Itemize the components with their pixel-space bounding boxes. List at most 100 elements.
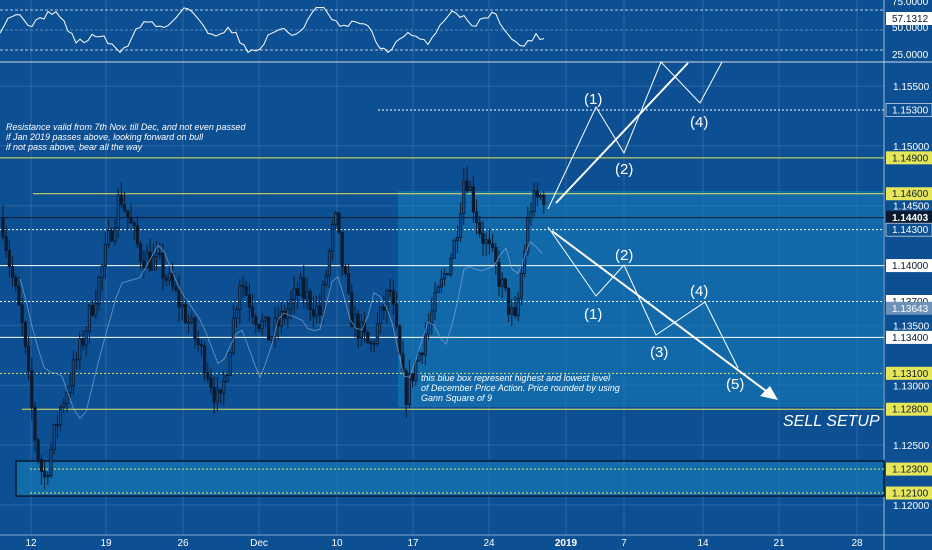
candle bbox=[414, 359, 418, 386]
candle bbox=[129, 204, 133, 224]
price-level-tag bbox=[886, 366, 932, 380]
candle bbox=[250, 293, 255, 325]
candle bbox=[36, 437, 40, 464]
price-level-label: 1.14600 bbox=[892, 189, 929, 200]
candle bbox=[260, 313, 264, 336]
candle bbox=[126, 210, 130, 231]
price-tick-label: 1.14500 bbox=[893, 202, 930, 213]
price-level-tag bbox=[886, 402, 932, 416]
candle bbox=[167, 265, 171, 286]
box-note-line-3: Gann Square of 9 bbox=[421, 393, 492, 403]
wave-down-label-3: (3) bbox=[650, 344, 668, 361]
candle bbox=[222, 371, 226, 407]
candle bbox=[87, 304, 91, 344]
bull-trend-arrow bbox=[555, 62, 689, 204]
price-tick-label: 1.12500 bbox=[893, 441, 930, 452]
candle bbox=[138, 241, 143, 270]
candle bbox=[506, 287, 511, 323]
candle bbox=[305, 277, 309, 310]
candle bbox=[516, 291, 520, 322]
candle bbox=[110, 227, 114, 243]
time-tick-label: Dec bbox=[250, 538, 268, 549]
candle bbox=[123, 191, 127, 213]
candle bbox=[180, 292, 184, 321]
time-tick-label: 17 bbox=[407, 538, 419, 549]
candle bbox=[43, 460, 47, 490]
candle bbox=[292, 276, 296, 314]
candle bbox=[154, 241, 159, 271]
candle bbox=[382, 295, 386, 321]
price-level-tag bbox=[886, 151, 932, 165]
candle bbox=[298, 272, 303, 297]
candle bbox=[209, 368, 213, 394]
price-level-tag bbox=[886, 486, 932, 500]
candle bbox=[542, 190, 546, 214]
candle bbox=[71, 350, 75, 395]
osc-current-value: 57.1312 bbox=[892, 14, 929, 25]
time-tick-label: 7 bbox=[621, 538, 627, 549]
candle bbox=[302, 265, 306, 309]
candle bbox=[81, 329, 85, 351]
candle bbox=[132, 220, 136, 240]
candle bbox=[206, 362, 210, 383]
candle bbox=[346, 263, 351, 296]
candle bbox=[442, 268, 447, 287]
candle bbox=[174, 280, 178, 293]
axis-pane-bg bbox=[884, 0, 932, 550]
candle bbox=[420, 351, 424, 364]
price-level-label: 1.14300 bbox=[892, 225, 929, 236]
candle bbox=[433, 282, 437, 320]
candle bbox=[510, 298, 514, 327]
time-tick-label: 12 bbox=[25, 538, 37, 549]
candle bbox=[228, 351, 232, 376]
wave-down-label-5: (5) bbox=[726, 376, 744, 393]
price-level-label: 1.13643 bbox=[892, 304, 929, 315]
price-level-tag bbox=[885, 222, 932, 237]
candle bbox=[539, 193, 543, 201]
candle bbox=[490, 233, 495, 252]
candle bbox=[330, 219, 335, 261]
box-note-line-2: of December Price Action. Price rounded … bbox=[421, 383, 620, 393]
candle bbox=[30, 357, 34, 421]
price-level-tag bbox=[886, 462, 932, 476]
candle bbox=[343, 263, 348, 277]
candle bbox=[196, 330, 200, 352]
bear-arrow-head bbox=[760, 386, 778, 400]
wave-projections bbox=[547, 61, 778, 400]
candle bbox=[458, 202, 463, 243]
candle bbox=[487, 228, 492, 255]
wave-down-label-2: (2) bbox=[615, 247, 633, 264]
price-tick-label: 1.13000 bbox=[893, 381, 930, 392]
candle bbox=[426, 313, 431, 340]
candle bbox=[75, 351, 79, 370]
candle bbox=[14, 273, 18, 292]
candle bbox=[391, 279, 396, 315]
resistance-note-line-3: if not pass above, bear all the way bbox=[6, 142, 143, 152]
wave-down-label-1: (1) bbox=[584, 306, 602, 323]
candle bbox=[407, 359, 412, 409]
osc-axis-label: 25.0000 bbox=[892, 50, 929, 61]
candle bbox=[91, 299, 95, 318]
candle bbox=[97, 275, 101, 311]
candle bbox=[446, 272, 450, 276]
price-tick-label: 1.15000 bbox=[893, 142, 930, 153]
candle bbox=[455, 225, 460, 253]
oscillator-line bbox=[0, 7, 545, 54]
candle bbox=[193, 315, 197, 349]
bear-trend-arrow bbox=[551, 230, 771, 395]
wave-up-label-2: (2) bbox=[615, 161, 633, 178]
candle bbox=[279, 301, 284, 335]
price-tick-label: 1.12000 bbox=[893, 501, 930, 512]
candle bbox=[199, 339, 203, 357]
sell-setup-label: SELL SETUP bbox=[783, 413, 880, 430]
price-level-label: 1.14000 bbox=[892, 261, 929, 272]
candle bbox=[474, 199, 479, 235]
osc-axis-label: 75.0000 bbox=[892, 0, 929, 8]
candle bbox=[324, 269, 328, 288]
price-level-label: 1.13100 bbox=[892, 369, 929, 380]
resistance-note: Resistance valid from 7th Nov. till Dec,… bbox=[6, 122, 246, 152]
time-tick-label: 24 bbox=[483, 538, 495, 549]
candle bbox=[462, 167, 466, 225]
